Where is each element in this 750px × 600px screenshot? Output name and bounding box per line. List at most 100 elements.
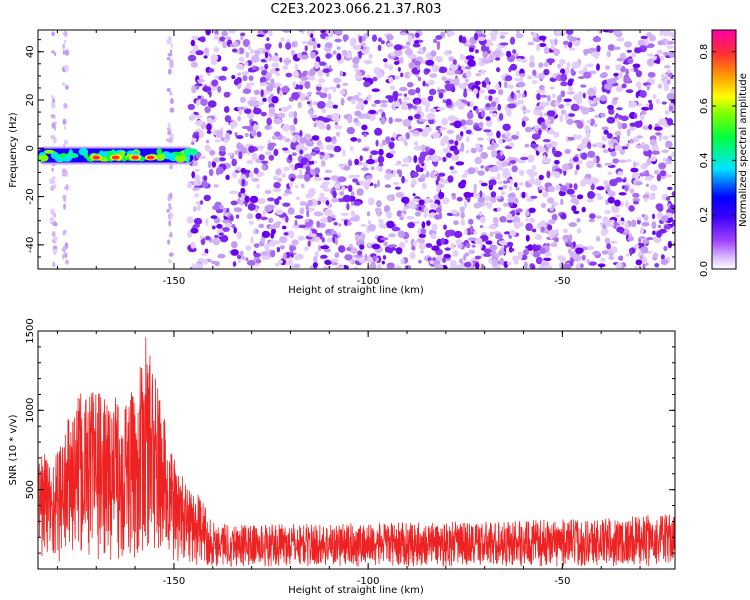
- noise-blob: [574, 169, 578, 176]
- noise-blob: [509, 160, 517, 164]
- noise-blob: [225, 174, 230, 180]
- noise-blob: [199, 36, 206, 43]
- noise-blob: [607, 147, 616, 153]
- noise-blob: [469, 47, 474, 53]
- noise-blob: [662, 52, 670, 56]
- noise-blob: [652, 252, 659, 259]
- noise-blob: [616, 107, 623, 111]
- noise-blob: [242, 88, 252, 94]
- noise-blob: [519, 182, 524, 186]
- noise-blob: [271, 62, 280, 68]
- noise-blob: [381, 260, 385, 265]
- noise-blob: [498, 112, 504, 121]
- noise-blob: [502, 171, 511, 179]
- noise-blob: [301, 146, 309, 151]
- noise-blob: [337, 176, 347, 183]
- noise-blob: [582, 92, 586, 99]
- noise-blob: [277, 259, 284, 264]
- column-speckle: [64, 49, 70, 56]
- noise-blob: [260, 251, 269, 256]
- noise-blob: [199, 155, 207, 160]
- noise-blob: [484, 195, 492, 202]
- noise-blob: [210, 215, 218, 219]
- column-speckle: [51, 261, 56, 268]
- noise-blob: [423, 127, 432, 133]
- noise-blob: [543, 257, 552, 262]
- noise-blob: [474, 166, 479, 174]
- noise-blob: [511, 165, 518, 173]
- noise-blob: [248, 145, 255, 153]
- noise-blob: [370, 150, 379, 156]
- noise-blob: [214, 234, 219, 239]
- noise-blob: [502, 123, 511, 131]
- noise-blob: [208, 90, 212, 98]
- noise-blob: [248, 220, 255, 225]
- noise-blob: [655, 132, 661, 136]
- noise-blob: [307, 199, 313, 207]
- noise-blob: [330, 228, 335, 235]
- noise-blob: [600, 228, 608, 236]
- noise-blob: [421, 182, 427, 190]
- noise-blob: [635, 70, 643, 78]
- noise-blob: [377, 179, 380, 188]
- noise-blob: [656, 174, 662, 182]
- noise-blob: [617, 121, 622, 130]
- noise-blob: [195, 99, 200, 106]
- noise-blob: [268, 30, 273, 37]
- noise-blob: [632, 136, 639, 143]
- noise-blob: [266, 37, 270, 42]
- noise-blob: [478, 121, 484, 129]
- column-speckle: [169, 61, 174, 69]
- noise-blob: [444, 80, 451, 84]
- column-speckle: [63, 139, 67, 146]
- noise-blob: [543, 62, 549, 68]
- noise-blob: [531, 164, 537, 171]
- noise-blob: [435, 207, 442, 213]
- noise-blob: [407, 115, 413, 121]
- noise-blob: [624, 185, 629, 192]
- noise-blob: [586, 119, 592, 124]
- noise-blob: [207, 160, 212, 169]
- noise-blob: [583, 48, 592, 55]
- noise-blob: [275, 168, 282, 176]
- noise-blob: [602, 144, 606, 149]
- noise-blob: [649, 184, 658, 191]
- noise-blob: [218, 75, 227, 81]
- noise-blob: [375, 139, 379, 147]
- noise-blob: [357, 92, 362, 96]
- noise-blob: [606, 133, 613, 139]
- noise-blob: [232, 261, 237, 267]
- noise-blob: [283, 232, 289, 236]
- noise-blob: [444, 247, 451, 251]
- noise-blob: [398, 92, 403, 97]
- noise-blob: [456, 196, 463, 202]
- noise-blob: [282, 202, 291, 207]
- noise-blob: [452, 59, 457, 65]
- noise-blob: [441, 117, 449, 126]
- noise-blob: [291, 164, 295, 172]
- noise-blob: [320, 160, 326, 167]
- noise-blob: [559, 59, 566, 65]
- noise-blob: [350, 200, 354, 207]
- noise-blob: [496, 195, 501, 200]
- noise-blob: [374, 127, 383, 136]
- noise-blob: [486, 131, 494, 137]
- column-speckle: [167, 195, 171, 202]
- noise-blob: [230, 200, 238, 206]
- noise-blob: [360, 42, 366, 47]
- noise-blob: [548, 129, 556, 135]
- noise-blob: [659, 228, 667, 234]
- noise-blob: [371, 88, 380, 92]
- noise-blob: [224, 222, 232, 228]
- noise-blob: [480, 182, 488, 187]
- noise-blob: [499, 35, 506, 39]
- noise-blob: [438, 172, 446, 177]
- noise-blob: [487, 89, 497, 95]
- noise-blob: [513, 53, 519, 58]
- noise-blob: [651, 150, 660, 155]
- noise-blob: [465, 242, 471, 249]
- noise-blob: [245, 245, 252, 251]
- noise-blob: [356, 188, 364, 196]
- noise-blob: [300, 76, 309, 81]
- noise-blob: [336, 131, 340, 137]
